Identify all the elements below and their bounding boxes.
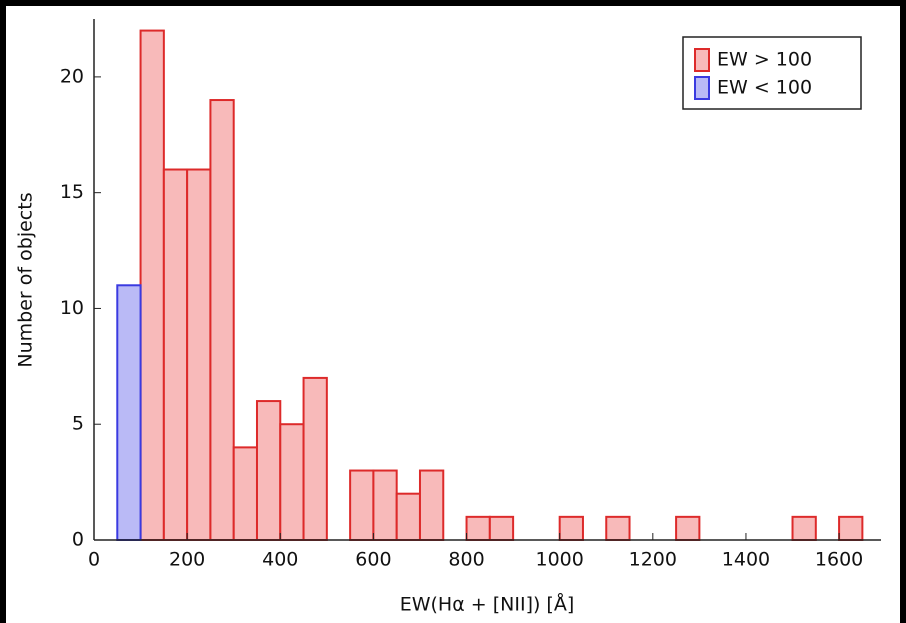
y-tick-label: 10 [60,297,84,319]
bar [209,99,235,542]
bar [139,29,165,541]
y-tick-label: 0 [72,529,84,551]
legend-swatch [694,48,710,72]
x-tick-label: 600 [355,549,391,571]
bar [186,168,212,541]
x-tick-label: 0 [88,549,100,571]
x-tick-label: 400 [262,549,298,571]
y-axis-label: Number of objects [15,192,37,367]
bar [395,492,421,542]
x-tick-label: 1000 [536,549,584,571]
bar [605,515,631,541]
y-tick-label: 5 [72,413,84,435]
bar [349,469,375,541]
bar [116,284,142,541]
bar [488,515,515,541]
bar [279,423,305,542]
legend-label: EW < 100 [717,77,812,99]
bar [465,515,491,541]
bar [255,400,282,542]
bar [558,515,584,541]
bar [675,515,701,541]
y-tick-label: 15 [60,181,84,203]
bar [372,469,398,541]
x-tick-label: 1600 [815,549,863,571]
x-tick-label: 1200 [629,549,677,571]
x-tick-label: 200 [169,549,205,571]
bar [418,469,445,541]
bar [162,168,189,541]
legend-box [682,36,862,110]
legend-swatch [694,76,710,100]
x-tick-label: 1400 [722,549,770,571]
x-axis-label: EW(Hα + [NII]) [Å] [400,593,575,616]
bar [302,376,328,541]
legend-label: EW > 100 [717,49,812,71]
bar [232,446,258,541]
bar [791,515,817,541]
y-tick-label: 20 [60,65,84,87]
bar [838,515,864,541]
x-tick-label: 800 [448,549,484,571]
